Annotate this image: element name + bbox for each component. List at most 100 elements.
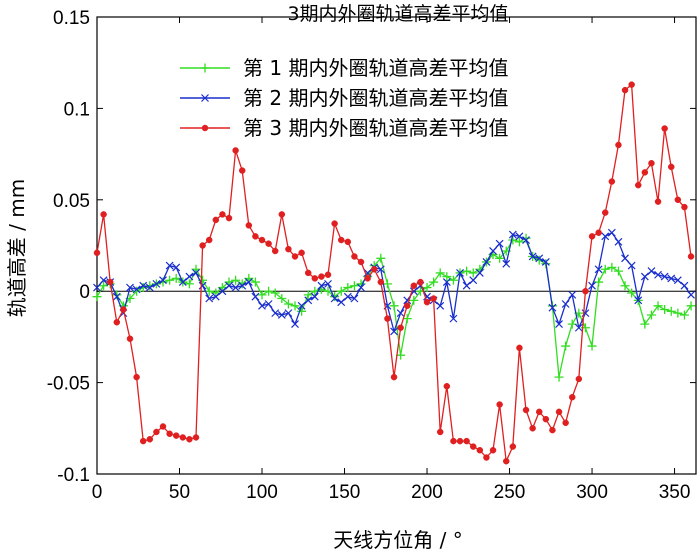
series-2-point-37 xyxy=(337,298,346,307)
series-1-point-72 xyxy=(567,319,577,329)
series-2-point-39 xyxy=(350,294,359,303)
series-1-point-52 xyxy=(435,268,445,278)
series-2-point-67 xyxy=(535,254,544,263)
series-2-point-46 xyxy=(396,309,405,318)
series-3-point-43 xyxy=(377,278,385,286)
series-2-point-90 xyxy=(687,290,695,299)
y-tick-label-2: 0 xyxy=(79,282,90,303)
series-2-point-33 xyxy=(310,292,319,301)
series-1-point-45 xyxy=(389,301,399,311)
series-3-point-50 xyxy=(423,298,431,306)
series-1-point-57 xyxy=(468,268,478,278)
series-2-point-29 xyxy=(284,309,293,318)
y-tick-label-5: 0.15 xyxy=(53,8,90,29)
series-1-point-31 xyxy=(297,306,307,316)
series-1-point-64 xyxy=(514,237,524,247)
series-1-point-21 xyxy=(231,275,241,285)
series-1-point-48 xyxy=(409,295,419,305)
series-1-point-83 xyxy=(640,319,650,329)
series-3-point-36 xyxy=(331,220,338,227)
series-3-point-1 xyxy=(100,211,107,218)
series-3-point-81 xyxy=(628,81,635,88)
y-tick-label-4: 0.1 xyxy=(64,99,90,120)
series-3-point-67 xyxy=(535,408,543,416)
series-3-point-76 xyxy=(595,229,602,236)
series-1-point-47 xyxy=(402,314,412,324)
series-1-point-90 xyxy=(686,301,696,311)
legend-label-2: 第 2 期内外圈轨道高差平均值 xyxy=(243,86,508,110)
series-3-point-90 xyxy=(687,253,695,260)
series-2-point-8 xyxy=(145,283,154,292)
x-tick-label-50: 50 xyxy=(169,482,190,503)
series-1-point-43 xyxy=(376,253,386,263)
series-2-point-84 xyxy=(647,267,656,276)
series-3-point-80 xyxy=(621,86,629,94)
series-3-point-29 xyxy=(285,245,292,253)
series-2-point-57 xyxy=(469,276,478,285)
series-2-point-17 xyxy=(205,294,214,303)
series-3-point-8 xyxy=(146,436,154,443)
series-2-point-19 xyxy=(218,287,227,296)
series-1-point-1 xyxy=(99,281,109,291)
series-1-point-32 xyxy=(303,290,313,300)
series-3-point-56 xyxy=(463,437,470,445)
series-1-point-79 xyxy=(613,266,623,276)
series-1-point-27 xyxy=(270,288,280,298)
series-2-point-65 xyxy=(522,236,530,244)
y-tick-label-3: 0.05 xyxy=(53,191,90,212)
series-2-point-71 xyxy=(561,300,570,308)
series-2-point-35 xyxy=(324,279,332,288)
series-1-point-36 xyxy=(330,292,340,302)
y-tick-labels: -0.1 -0.05 0 0.05 0.1 0.15 xyxy=(47,8,90,486)
series-2-point-40 xyxy=(357,283,365,292)
series-3-point-71 xyxy=(562,419,569,427)
series-3-point-34 xyxy=(318,273,325,280)
series-1-point-78 xyxy=(607,262,617,272)
series-2-point-86 xyxy=(660,272,669,281)
series-1-point-12 xyxy=(171,273,181,283)
x-tick-labels: 0 50 100 150 200 250 300 350 xyxy=(92,482,691,503)
series-1-point-37 xyxy=(336,286,346,296)
series-1-point-44 xyxy=(382,279,392,289)
series-2-point-32 xyxy=(304,296,313,305)
series-2-point-27 xyxy=(271,309,280,318)
series-3-point-21 xyxy=(232,147,239,154)
series-3-point-28 xyxy=(278,211,286,218)
series-3-point-39 xyxy=(351,253,358,260)
series-3-point-57 xyxy=(469,443,477,450)
series-3-point-83 xyxy=(641,169,649,176)
series-3-point-27 xyxy=(271,247,279,255)
series-2-point-1 xyxy=(99,276,108,285)
series-1 xyxy=(92,233,696,382)
series-2-point-26 xyxy=(264,300,273,308)
series-3-point-15 xyxy=(192,434,200,441)
series-3-point-10 xyxy=(159,423,167,430)
series-3-point-26 xyxy=(265,240,272,247)
series-3-point-44 xyxy=(384,315,391,322)
series-2-point-53 xyxy=(442,278,451,286)
series-3-point-55 xyxy=(456,437,464,445)
series-3-point-73 xyxy=(575,375,583,383)
series-1-point-0 xyxy=(92,292,102,302)
series-2-point-52 xyxy=(436,301,445,310)
series-2-point-63 xyxy=(508,230,517,239)
series-3-point-74 xyxy=(582,287,589,295)
series-1-point-71 xyxy=(561,341,571,351)
series-2-point-59 xyxy=(482,258,491,266)
series-1-point-86 xyxy=(660,304,670,314)
series-3-point-64 xyxy=(516,344,523,352)
series-2-point-9 xyxy=(152,279,161,288)
series-2-point-54 xyxy=(449,314,458,323)
x-tick-label-0: 0 xyxy=(92,482,103,503)
series-3-point-18 xyxy=(212,216,220,224)
series-2-point-25 xyxy=(258,301,266,310)
series-3-point-60 xyxy=(489,446,497,454)
series-3-point-54 xyxy=(450,437,457,445)
series-2-point-36 xyxy=(330,294,339,303)
series-3-point-0 xyxy=(93,249,101,257)
series-1-point-70 xyxy=(554,372,564,382)
series-1-point-89 xyxy=(679,310,689,320)
series-3-point-59 xyxy=(483,454,490,461)
series-3-point-20 xyxy=(225,214,233,222)
